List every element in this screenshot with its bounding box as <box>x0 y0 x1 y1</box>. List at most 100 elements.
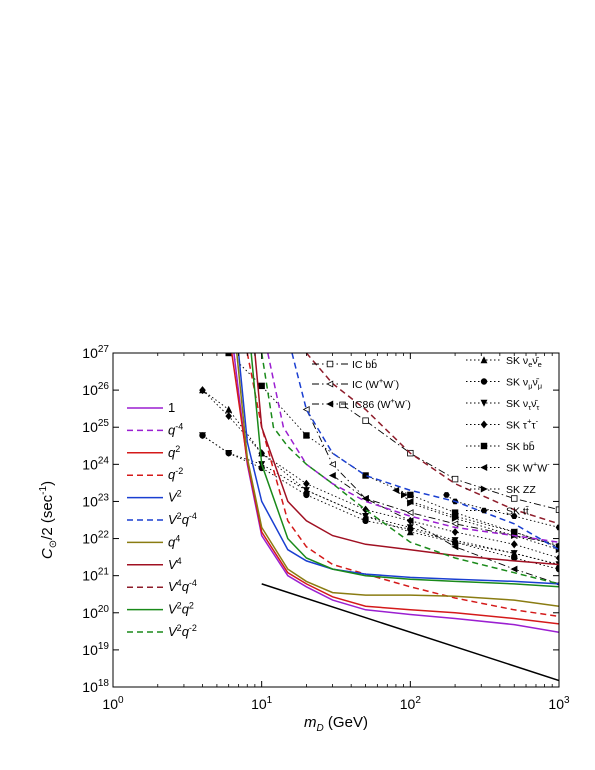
model-series-line-2 <box>231 353 559 625</box>
experiment-series-point <box>555 553 559 562</box>
experiment-series-point <box>303 479 310 488</box>
legend-label: SK τ+τ- <box>506 417 539 432</box>
legend-marker <box>480 442 488 450</box>
x-tick-label: 101 <box>251 695 273 712</box>
legend-marker <box>480 356 488 364</box>
y-tick-label: 1025 <box>82 418 109 435</box>
legend-item-model: q-2 <box>127 466 183 482</box>
legend-item-experiment: SK W+W- <box>466 460 550 475</box>
legend-item-experiment: SK bb̄ <box>466 440 535 453</box>
x-tick-label: 102 <box>400 695 422 712</box>
legend-marker <box>326 380 334 388</box>
legend-label: V4q-4 <box>168 578 197 594</box>
x-axis-label: mD (GeV) <box>304 714 368 734</box>
legend-label: IC86 (W+W-) <box>352 396 411 411</box>
legend-label: V2q-2 <box>168 623 197 639</box>
legend-item-model: 1 <box>127 400 175 415</box>
model-series-line-3 <box>246 353 559 618</box>
legend-label: q-2 <box>168 466 183 482</box>
experiment-series-point <box>443 492 450 498</box>
experiment-series-point <box>258 382 265 390</box>
experiment-series-point <box>510 540 518 549</box>
experiment-series-point <box>362 417 369 424</box>
model-series-line-7 <box>254 353 559 566</box>
legend-item-model: q-4 <box>127 421 183 437</box>
legend-label: SK tt̄ <box>506 505 529 517</box>
legend-item-experiment: SK ZZ <box>466 484 536 496</box>
y-tick-label: 1018 <box>82 678 109 695</box>
experiment-series-9 <box>400 491 559 554</box>
legend-label: 1 <box>168 400 175 415</box>
legend-label: SK ZZ <box>506 484 536 496</box>
experiment-series-point <box>361 495 369 502</box>
experiment-series-point <box>511 495 518 502</box>
legend-label: SK νeν̄e <box>506 355 542 369</box>
y-axis-label: C⊙/2 (sec-1) <box>38 481 59 559</box>
plot-border <box>112 352 560 688</box>
x-tick-label: 103 <box>548 695 570 712</box>
experiment-series-point <box>407 499 414 507</box>
legend-item-model: V2q-4 <box>127 511 197 527</box>
model-series-line-5 <box>291 353 559 551</box>
model-series-line-11 <box>261 583 559 682</box>
x-tick-label: 100 <box>102 695 124 712</box>
legend-item-model: V2 <box>127 489 182 505</box>
legend-item-model: q2 <box>127 444 180 460</box>
y-tick-label: 1021 <box>82 567 109 584</box>
experiment-series-point <box>451 528 459 537</box>
experiment-series-point <box>400 491 408 499</box>
legend-label: SK bb̄ <box>506 440 535 453</box>
experiment-series-point <box>510 528 518 536</box>
model-series-line-10 <box>260 353 559 585</box>
legend-item-experiment: SK tt̄ <box>466 505 529 518</box>
experiment-series-point <box>407 491 414 499</box>
legend-label: SK W+W- <box>506 460 550 475</box>
legend-label: q4 <box>168 533 180 549</box>
experiment-series-point <box>555 506 559 513</box>
legend-item-experiment: IC bb̄ <box>312 358 377 371</box>
model-series-line-1 <box>267 353 559 543</box>
legend-marker <box>480 507 488 514</box>
plot-frame <box>112 352 560 688</box>
legend-label: SK νμν̄μ <box>506 377 542 391</box>
legend-item-model: V4q-4 <box>127 578 197 594</box>
y-tick-label: 1023 <box>82 492 109 509</box>
experiment-series-point <box>303 432 310 439</box>
y-tick-label: 1024 <box>82 455 109 472</box>
legend-label: V2q-4 <box>168 511 197 527</box>
legend-label: q2 <box>168 444 180 460</box>
experiment-series-point <box>555 524 559 531</box>
experiment-series-point <box>451 475 459 483</box>
legend-label: IC bb̄ <box>352 358 377 371</box>
experiment-series-5 <box>199 432 559 569</box>
legend-label: V4 <box>168 556 182 572</box>
series-layer <box>199 353 559 682</box>
model-series-line-9 <box>250 353 559 588</box>
experiment-series-point <box>406 509 414 517</box>
legend-item-experiment: SK τ+τ- <box>466 417 539 432</box>
experiment-series-point <box>328 460 336 468</box>
experiment-series-point <box>451 537 459 544</box>
experiment-series-point <box>510 513 518 519</box>
model-series-line-6 <box>236 353 559 607</box>
legend-marker <box>480 420 488 429</box>
legend-item-experiment: IC (W+W-) <box>312 376 399 391</box>
experiment-series-point <box>555 544 559 549</box>
experiment-series-point <box>199 386 206 395</box>
experiment-series-point <box>451 514 459 522</box>
legend-label: SK ντν̄τ <box>506 398 539 412</box>
experiment-series-point <box>199 432 206 440</box>
legend-item-model: q4 <box>127 533 180 549</box>
legend: 1 q-4 q2 q-2 V2 V2q-4 q4 V4 V4q-4 V2q2 V2q-2 IC bb̄… <box>127 355 550 639</box>
legend-item-model: V2q-2 <box>127 623 197 639</box>
legend-item-experiment: SK νeν̄e <box>466 355 542 369</box>
y-tick-label: 1019 <box>82 641 109 658</box>
experiment-series-point <box>510 565 518 573</box>
legend-label: V2q2 <box>168 601 194 617</box>
legend-marker <box>480 485 488 493</box>
experiment-series-point <box>406 516 414 525</box>
experiment-series-line <box>342 404 559 511</box>
experiment-series-point <box>339 401 346 409</box>
legend-item-experiment: IC86 (W+W-) <box>312 396 411 411</box>
